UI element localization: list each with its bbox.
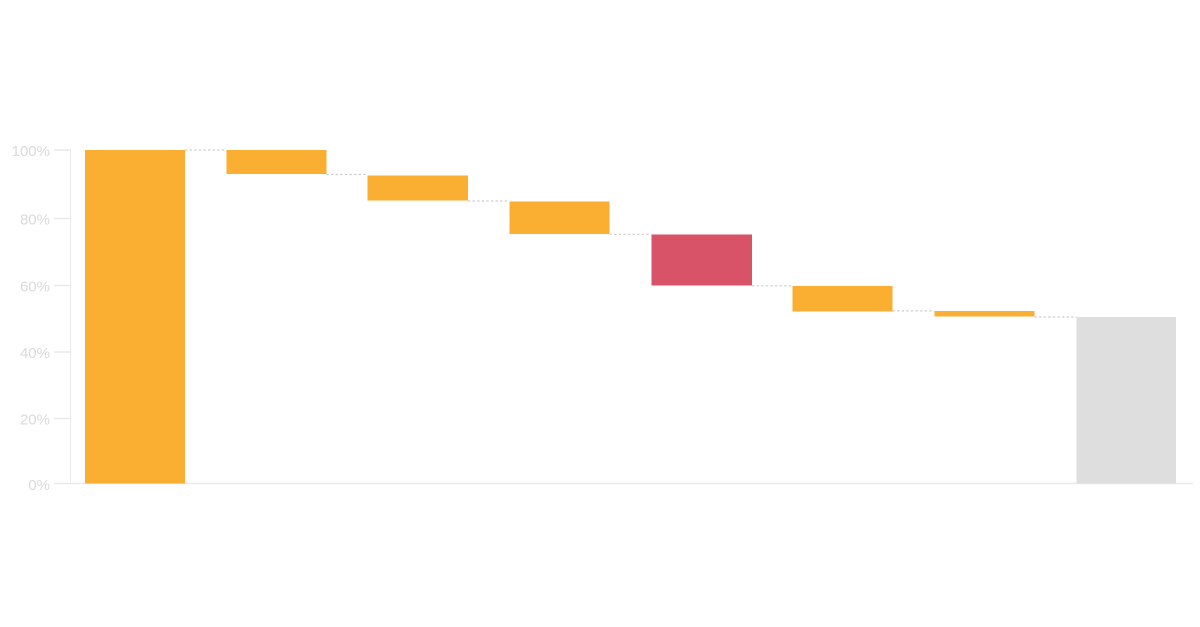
svg-text:60%: 60% [20,279,50,296]
svg-text:100%: 100% [12,143,50,160]
svg-text:40%: 40% [20,345,50,362]
svg-text:0%: 0% [28,477,50,494]
svg-text:80%: 80% [20,212,50,229]
svg-text:20%: 20% [20,412,50,429]
